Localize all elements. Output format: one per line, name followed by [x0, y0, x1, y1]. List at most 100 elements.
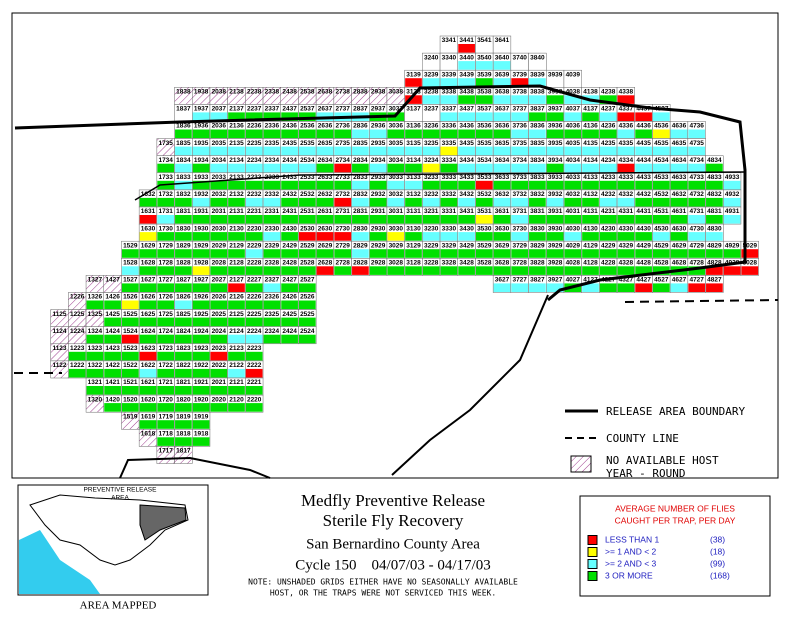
cell-status — [139, 232, 157, 241]
cell-status — [298, 334, 316, 344]
cell-label: 4536 — [654, 123, 669, 130]
cell-label: 1836 — [176, 123, 191, 130]
cell-label: 2934 — [371, 157, 386, 164]
cell-label: 2120 — [229, 396, 244, 403]
grid-cell: 4229 — [599, 240, 618, 259]
cell-status — [157, 437, 175, 446]
cell-label: 1833 — [176, 174, 191, 181]
grid-cell: 1837 — [174, 104, 193, 122]
grid-cell: 2026 — [209, 292, 228, 310]
cell-status — [493, 197, 511, 207]
cell-status — [422, 78, 440, 87]
grid-cell: 3436 — [457, 121, 476, 139]
cell-status — [546, 232, 564, 241]
cell-status — [192, 420, 210, 429]
grid-cell: 1733 — [156, 172, 175, 191]
cell-status — [245, 334, 263, 344]
cell-label: 3431 — [459, 208, 474, 215]
grid-cell: 1224 — [68, 326, 87, 345]
cell-label: 4929 — [725, 242, 740, 249]
grid-cell: 4536 — [652, 121, 671, 139]
cell-status — [263, 232, 281, 241]
grid-cell: 3032 — [386, 189, 405, 208]
grid-cell: 3934 — [546, 155, 565, 174]
cell-status — [529, 95, 546, 104]
cell-status — [635, 266, 652, 275]
cell-label: 2021 — [212, 379, 227, 386]
grid-cell: 3533 — [475, 172, 494, 191]
grid-cell: 1836 — [174, 121, 193, 139]
grid-cell: 2426 — [280, 292, 299, 310]
cell-status — [475, 232, 493, 241]
cell-label: 3238 — [424, 89, 439, 96]
grid-cell: 4727 — [687, 275, 706, 293]
grid-cell: 4234 — [599, 155, 618, 174]
cell-status — [546, 146, 564, 156]
cell-label: 4532 — [654, 191, 669, 198]
cell-status — [458, 232, 475, 241]
cell-label: 2034 — [212, 157, 227, 164]
cell-label: 4136 — [583, 123, 598, 130]
cell-status — [635, 112, 652, 121]
cell-label: 3629 — [495, 242, 510, 249]
cell-label: 1822 — [176, 362, 191, 369]
grid-cell: 3727 — [510, 275, 529, 293]
cell-status — [228, 112, 245, 121]
grid-cell: 2535 — [298, 138, 317, 156]
grid-cell: 4827 — [705, 275, 724, 293]
cell-status — [175, 215, 192, 224]
cell-status — [529, 197, 546, 207]
cell-label: 4635 — [672, 140, 687, 147]
grid-cell: 3840 — [528, 52, 547, 71]
cell-label: 4437 — [636, 106, 651, 113]
cell-label: 3230 — [424, 225, 439, 232]
cell-label: 2133 — [229, 174, 244, 181]
cell-label: 4730 — [689, 225, 704, 232]
grid-cell: 3929 — [546, 240, 565, 259]
cell-label: 3329 — [442, 242, 457, 249]
cell-status — [458, 180, 475, 190]
grid-cell: 1833 — [174, 172, 193, 191]
grid-cell: 3931 — [546, 206, 565, 225]
cell-status — [298, 215, 316, 224]
cell-status — [139, 334, 157, 344]
cell-status — [652, 180, 670, 190]
cell-status — [599, 163, 617, 173]
cell-label: 2434 — [282, 157, 297, 164]
grid-cell: 3634 — [492, 155, 512, 174]
grid-cell: 2121 — [227, 377, 246, 396]
cell-status — [493, 129, 511, 139]
grid-cell: 1525 — [121, 309, 140, 327]
grid-cell: 3428 — [457, 258, 476, 276]
cell-label: 3228 — [424, 260, 439, 267]
cell-status — [281, 163, 298, 173]
grid-cell: 3529 — [475, 240, 494, 259]
grid-cell: 2936 — [369, 121, 388, 139]
cell-label: 3532 — [477, 191, 492, 198]
cell-label: 4829 — [707, 242, 722, 249]
cell-status — [175, 437, 192, 446]
grid-cell: 2122 — [227, 360, 246, 379]
cell-label: 4137 — [583, 106, 598, 113]
cell-status — [475, 112, 493, 121]
title-line: Sterile Fly Recovery — [323, 511, 464, 530]
grid-cell: 3541 — [475, 35, 494, 54]
cell-status — [228, 249, 245, 258]
cell-label: 3434 — [459, 157, 474, 164]
cell-status — [599, 232, 617, 241]
cell-status — [121, 317, 139, 327]
grid-cell: 3438 — [457, 87, 476, 105]
cell-status — [387, 197, 405, 207]
grid-cell: 2236 — [245, 121, 264, 139]
cell-status — [617, 129, 635, 139]
cell-status — [210, 215, 228, 224]
grid-cell: 1717 — [156, 446, 175, 464]
cell-label: 1920 — [194, 396, 209, 403]
grid-cell: 2331 — [262, 206, 281, 225]
cell-label: 3930 — [548, 225, 563, 232]
grid-cell: 2234 — [245, 155, 264, 174]
cell-label: 4636 — [672, 123, 687, 130]
cell-status — [369, 180, 387, 190]
cell-label: 1929 — [194, 242, 209, 249]
cell-label: 2832 — [353, 191, 368, 198]
